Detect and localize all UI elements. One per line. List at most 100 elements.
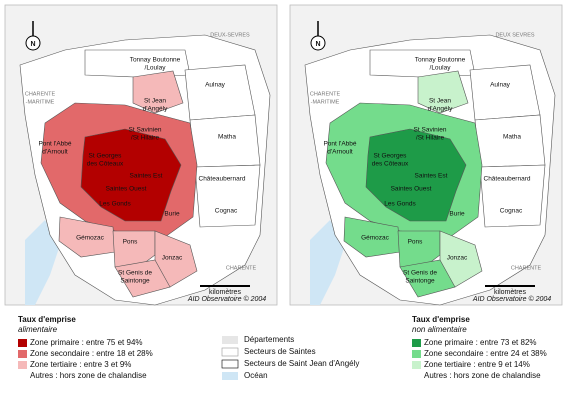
region-label: Aulnay: [205, 82, 226, 89]
key-label: Océan: [244, 371, 268, 380]
legend-label: Autres : hors zone de chalandise: [30, 371, 147, 380]
sector: [194, 164, 261, 228]
region-label: /Loulay: [430, 65, 452, 72]
key-label: Secteurs de Saint Jean d'Angély: [244, 359, 359, 368]
sector: [479, 164, 546, 228]
region-label: Saintes Ouest: [391, 186, 432, 193]
region-label: Matha: [218, 134, 236, 141]
region-label: /Loulay: [145, 65, 167, 72]
region-label: des Côteaux: [87, 161, 124, 168]
credit: AID Observatoire © 2004: [472, 295, 551, 303]
key-label: Secteurs de Saintes: [244, 347, 316, 356]
region-label: d'Arnoult: [42, 149, 68, 156]
region-label: St Jean: [144, 98, 166, 105]
region-label: St Jean: [429, 98, 451, 105]
region-label: St Georges: [374, 153, 408, 160]
map-panel: N DEUX SEVRES CHARENTE -MARITIME CHARENTE Ton…: [289, 4, 563, 306]
map-panel: N DEUX-SEVRES CHARENTE -MARITIME CHARENTE Ton…: [4, 4, 278, 306]
region-label: Jonzac: [447, 255, 468, 262]
region-label: d'Angély: [143, 106, 168, 113]
ocean: [310, 220, 345, 305]
region-label: Saintes Est: [130, 173, 163, 180]
neighbor-label: CHARENTE: [226, 265, 257, 271]
region-label: Les Gonds: [99, 201, 131, 208]
legend-label: Zone primaire : entre 75 et 94%: [30, 338, 143, 347]
legend-subtitle: alimentaire: [18, 325, 58, 334]
region-label: /St Hilaire: [131, 135, 160, 142]
region-label: Matha: [503, 134, 521, 141]
region-label: Pont l'Abbé: [38, 141, 71, 148]
region-label: Châteaubernard: [484, 176, 531, 183]
region-label: Les Gonds: [384, 201, 416, 208]
legend-label: Zone primaire : entre 73 et 82%: [424, 338, 537, 347]
scale-label: kilomètres: [209, 289, 241, 296]
key-swatch: [221, 347, 239, 357]
region-label: Saintonge: [120, 278, 150, 285]
region-label: Gémozac: [361, 235, 390, 242]
legend-label: Zone tertiaire : entre 3 et 9%: [30, 360, 131, 369]
region-label: Cognac: [500, 208, 523, 215]
legend-subtitle: non alimentaire: [412, 325, 467, 334]
legend-label: Zone secondaire : entre 24 et 38%: [424, 349, 547, 358]
sector: [58, 216, 116, 258]
legend-swatch: [412, 350, 421, 358]
region-label: d'Angély: [428, 106, 453, 113]
region-label: des Côteaux: [372, 161, 409, 168]
sector: [343, 216, 401, 258]
legend-swatch: [412, 361, 421, 369]
sector: [80, 128, 182, 222]
legend-title: Taux d'emprise: [18, 315, 76, 324]
region-label: Saintonge: [405, 278, 435, 285]
key-swatch: [221, 359, 239, 369]
region-label: Pons: [408, 239, 424, 246]
sector: [114, 259, 171, 298]
neighbor-label: CHARENTE: [511, 265, 542, 271]
sector: [132, 70, 184, 114]
sector: [417, 70, 469, 114]
region-label: St Savinien: [129, 127, 162, 134]
neighbor-label: DEUX SEVRES: [495, 32, 534, 38]
legend-swatch: [18, 361, 27, 369]
neighbor-label: -MARITIME: [311, 99, 340, 105]
sector: [474, 114, 546, 168]
region-label: St Savinien: [414, 127, 447, 134]
key-swatch: [222, 372, 238, 380]
legend-swatch: [17, 371, 28, 381]
neighbor-label: CHARENTE: [310, 91, 341, 97]
region-label: /St Hilaire: [416, 135, 445, 142]
sector: [189, 114, 261, 168]
ocean: [25, 220, 60, 305]
scale-label: kilomètres: [494, 289, 526, 296]
scale-bar: [485, 285, 535, 287]
region-label: Pons: [123, 239, 139, 246]
legend-swatch: [411, 371, 422, 381]
region-label: St Genis de: [118, 270, 152, 277]
legend-swatch: [18, 339, 27, 347]
key-label: Départements: [244, 335, 294, 344]
region-label: Châteaubernard: [199, 176, 246, 183]
region-label: Aulnay: [490, 82, 511, 89]
region-label: Burie: [449, 211, 465, 218]
region-label: Gémozac: [76, 235, 105, 242]
scale-bar: [200, 285, 250, 287]
legend-swatch: [412, 339, 421, 347]
region-label: Pont l'Abbé: [323, 141, 356, 148]
region-label: Jonzac: [162, 255, 183, 262]
region-label: Burie: [164, 211, 180, 218]
region-label: d'Arnoult: [327, 149, 353, 156]
region-label: Tonnay Boutonne: [130, 57, 181, 64]
legend-label: Autres : hors zone de chalandise: [424, 371, 541, 380]
credit: AID Observatoire © 2004: [187, 295, 266, 303]
sector: [365, 128, 467, 222]
neighbor-label: CHARENTE: [25, 91, 56, 97]
region-label: St Genis de: [403, 270, 437, 277]
region-label: Saintes Est: [415, 173, 448, 180]
north-label: N: [315, 41, 320, 48]
north-label: N: [30, 41, 35, 48]
legend-label: Zone tertiaire : entre 9 et 14%: [424, 360, 530, 369]
sector: [469, 64, 541, 121]
legend-swatch: [18, 350, 27, 358]
sector: [399, 259, 456, 298]
region-label: Tonnay Boutonne: [415, 57, 466, 64]
